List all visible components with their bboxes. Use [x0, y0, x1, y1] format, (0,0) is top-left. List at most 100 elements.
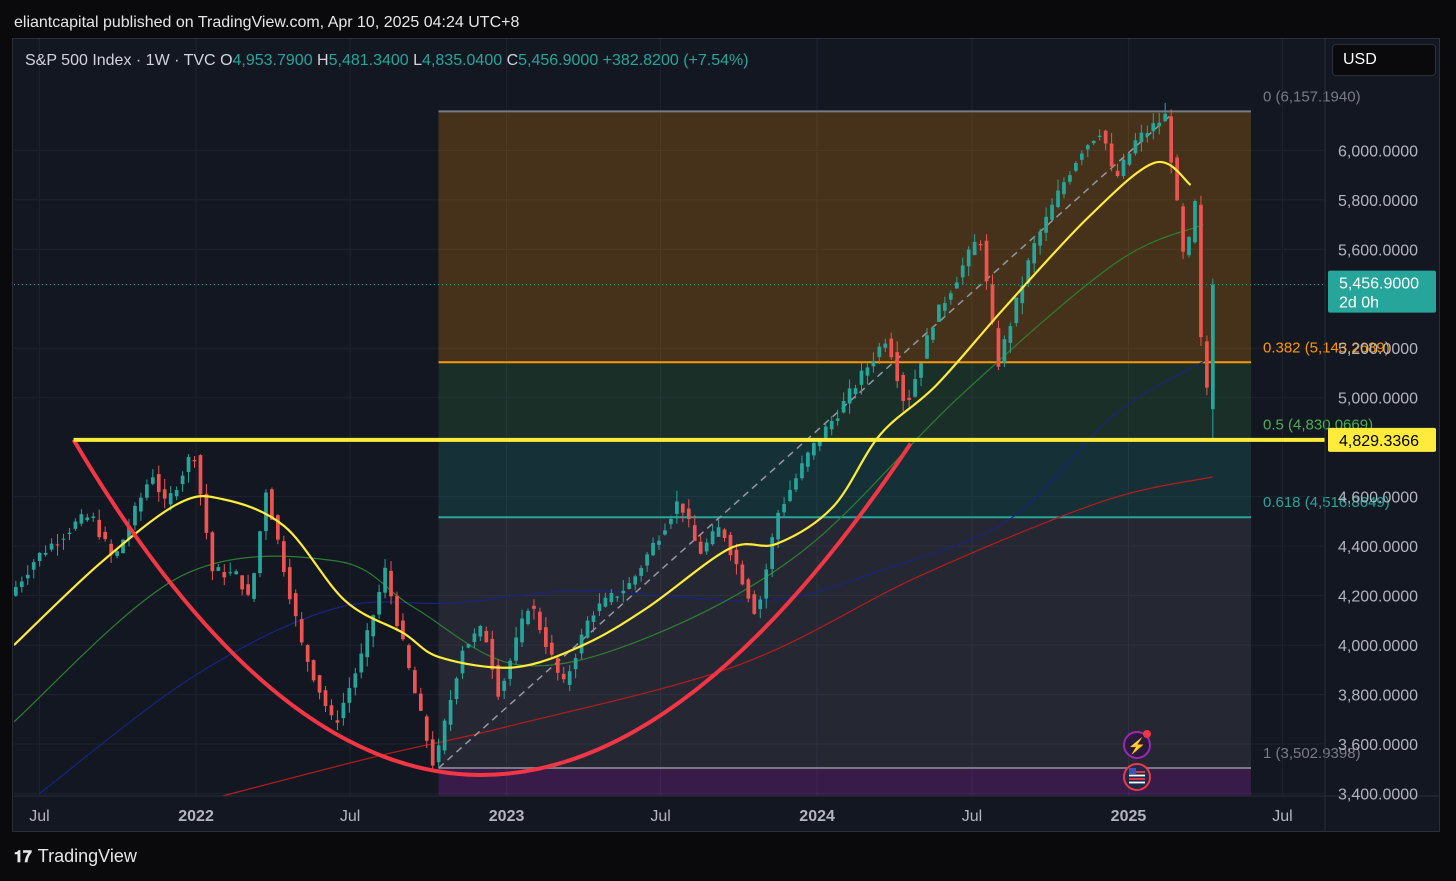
candle-body — [1032, 243, 1037, 264]
candle-body — [1205, 341, 1209, 388]
candle-body — [49, 543, 54, 550]
candle-body — [204, 493, 209, 533]
candle-body — [526, 610, 530, 625]
candle-body — [585, 620, 590, 638]
candle-body — [591, 615, 596, 622]
candle-body — [436, 745, 441, 763]
candle-body — [1127, 153, 1132, 165]
candle-body — [633, 576, 638, 585]
x-tick-label: 2022 — [178, 808, 214, 825]
candle-body — [1097, 135, 1102, 137]
candle-body — [978, 243, 983, 246]
candle-body — [1103, 130, 1108, 144]
fib-label-0.382: 0.382 (5,143.2689) — [1263, 339, 1390, 356]
candle-body — [847, 388, 852, 404]
candle-body — [722, 529, 727, 538]
open-label: O — [220, 52, 233, 69]
candle-body — [85, 517, 90, 521]
candle-body — [835, 418, 840, 421]
candle-body — [788, 490, 792, 501]
candle-body — [960, 265, 965, 278]
candle-body — [692, 525, 697, 541]
candle-body — [669, 518, 673, 525]
candle-body — [347, 688, 352, 703]
candle-body — [1020, 285, 1025, 304]
candle-body — [317, 675, 322, 693]
candle-body — [424, 716, 429, 741]
brand-name: TradingView — [37, 846, 137, 866]
publisher-text: eliantcapital published on TradingView.c… — [14, 14, 520, 31]
candle-body — [67, 532, 72, 535]
candle-body — [150, 477, 155, 484]
candle-body — [1157, 122, 1162, 127]
candle-body — [276, 515, 280, 540]
candle-body — [478, 625, 483, 637]
currency-selector[interactable]: USD — [1332, 44, 1436, 76]
candle-body — [287, 567, 292, 600]
candle-body — [865, 367, 870, 376]
x-tick-label: Jul — [340, 808, 360, 825]
candle-body — [472, 633, 477, 643]
candle-body — [728, 534, 733, 556]
candle-body — [883, 343, 888, 348]
candle-body — [258, 531, 262, 574]
candle-body — [168, 493, 173, 505]
candle-body — [561, 673, 566, 680]
candle-body — [508, 660, 512, 679]
symbol-name: S&P 500 Index · 1W · TVC — [25, 52, 216, 69]
candle-body — [448, 700, 453, 725]
fib-label-0: 0 (6,157.1940) — [1263, 88, 1361, 105]
candle-body — [984, 240, 989, 282]
candle-body — [329, 705, 334, 716]
candle-body — [698, 541, 703, 554]
candle-body — [222, 571, 227, 578]
low-value: 4,835.0400 — [422, 52, 503, 69]
y-tick-label: 3,800.0000 — [1338, 688, 1418, 705]
y-tick-label: 5,800.0000 — [1338, 193, 1418, 210]
candle-body — [1121, 159, 1126, 177]
candle-body — [913, 379, 917, 397]
candle-body — [359, 653, 364, 673]
x-tick-label: Jul — [650, 808, 670, 825]
candle-body — [490, 638, 495, 670]
candle-body — [109, 543, 113, 555]
candle-body — [954, 282, 959, 289]
y-tick-label: 5,200.0000 — [1338, 341, 1418, 358]
candle-body — [460, 650, 465, 674]
candle-body — [1062, 182, 1066, 195]
candle-body — [1133, 140, 1138, 154]
low-label: L — [413, 52, 423, 69]
candle-body — [752, 594, 757, 614]
candle-body — [496, 664, 501, 697]
candle-body — [246, 584, 250, 595]
candle-body — [91, 516, 96, 519]
candle-body — [907, 397, 911, 400]
candle-body — [293, 593, 298, 617]
candle-body — [156, 474, 161, 493]
candle-body — [740, 564, 745, 585]
candle-body — [198, 455, 203, 495]
candle-body — [186, 457, 191, 473]
last-price-value: 5,456.9000 — [1339, 276, 1419, 293]
candle-body — [281, 541, 286, 573]
candle-body — [710, 531, 715, 545]
candle-body — [1163, 113, 1168, 122]
x-tick-label: Jul — [962, 808, 982, 825]
candle-body — [228, 572, 233, 574]
last-price-badge — [1328, 270, 1436, 313]
candle-body — [1085, 145, 1090, 150]
candle-body — [1044, 216, 1048, 233]
candle-body — [639, 567, 643, 576]
high-label: H — [317, 52, 329, 69]
candle-body — [1151, 123, 1156, 132]
candle-body — [1038, 231, 1042, 246]
candle-body — [675, 501, 679, 514]
candle-body — [466, 644, 471, 648]
candle-body — [663, 530, 667, 535]
candle-body — [990, 284, 995, 323]
candle-body — [174, 490, 179, 497]
candle-body — [514, 637, 518, 661]
candle-body — [299, 619, 304, 643]
candle-body — [996, 328, 1001, 367]
